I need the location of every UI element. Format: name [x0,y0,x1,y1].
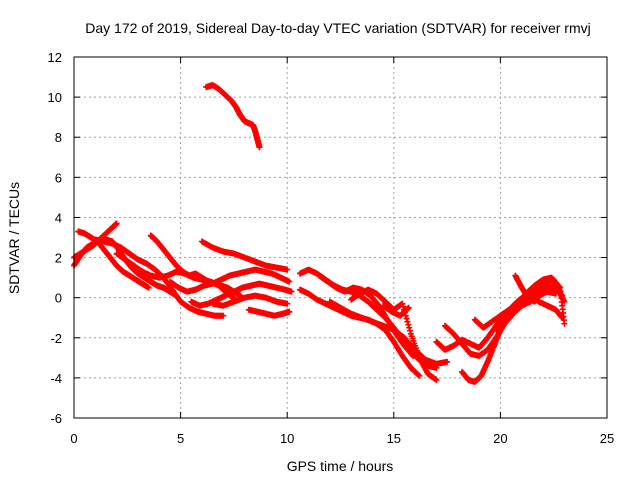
series-arc-p [348,286,440,383]
series-arc-b [71,220,120,261]
data-point [405,321,412,328]
series-arc-k [245,306,293,319]
data-point [220,312,227,319]
y-tick-label: -2 [50,331,62,346]
data-point [405,304,412,311]
data-point [256,144,263,151]
y-tick-label: 4 [55,210,62,225]
data-point [409,351,416,358]
data-point [416,372,423,379]
axis-ticks: 0 5 10 15 20 25 -6 -4 -2 0 2 4 6 8 10 12 [48,50,615,446]
series-arc-d [92,236,227,319]
data-points [71,82,568,385]
series-arc-m [296,286,423,379]
x-tick-label: 15 [387,431,401,446]
x-tick-label: 20 [493,431,507,446]
data-point [284,300,291,307]
y-tick-label: 6 [55,170,62,185]
series-arc-high [203,82,263,151]
data-point [286,278,293,285]
series-arc-o [326,298,451,367]
data-point [399,300,406,307]
data-point [433,376,440,383]
data-point [145,284,152,291]
x-axis-label: GPS time / hours [287,458,394,474]
series-arc-h [188,280,295,309]
data-point [404,305,411,312]
series-arc-i [198,238,291,273]
data-point [284,266,291,273]
data-point [113,220,120,227]
data-point [286,308,293,315]
data-point [288,288,295,295]
data-point [415,372,422,379]
y-tick-label: 12 [48,50,62,65]
x-tick-label: 0 [70,431,77,446]
series-arc-g [166,266,293,295]
data-point [406,324,413,331]
data-point [403,315,410,322]
grid [74,57,607,418]
y-tick-label: 8 [55,130,62,145]
x-tick-label: 10 [280,431,294,446]
x-tick-label: 5 [177,431,184,446]
data-point [409,352,416,359]
chart-title: Day 172 of 2019, Sidereal Day-to-day VTE… [85,20,590,36]
data-point [404,318,411,325]
y-tick-label: -6 [50,411,62,426]
series-arc-j [209,292,291,309]
y-tick-label: 2 [55,251,62,266]
y-axis-label: SDTVAR / TECUs [6,182,22,294]
data-point [561,320,568,327]
data-point [444,358,451,365]
data-point [407,327,414,334]
y-tick-label: 0 [55,291,62,306]
series-arc-n [316,272,416,359]
data-point [400,303,407,310]
y-tick-label: 10 [48,90,62,105]
x-tick-label: 25 [600,431,614,446]
y-tick-label: -4 [50,371,62,386]
series-arc-q [380,302,412,319]
